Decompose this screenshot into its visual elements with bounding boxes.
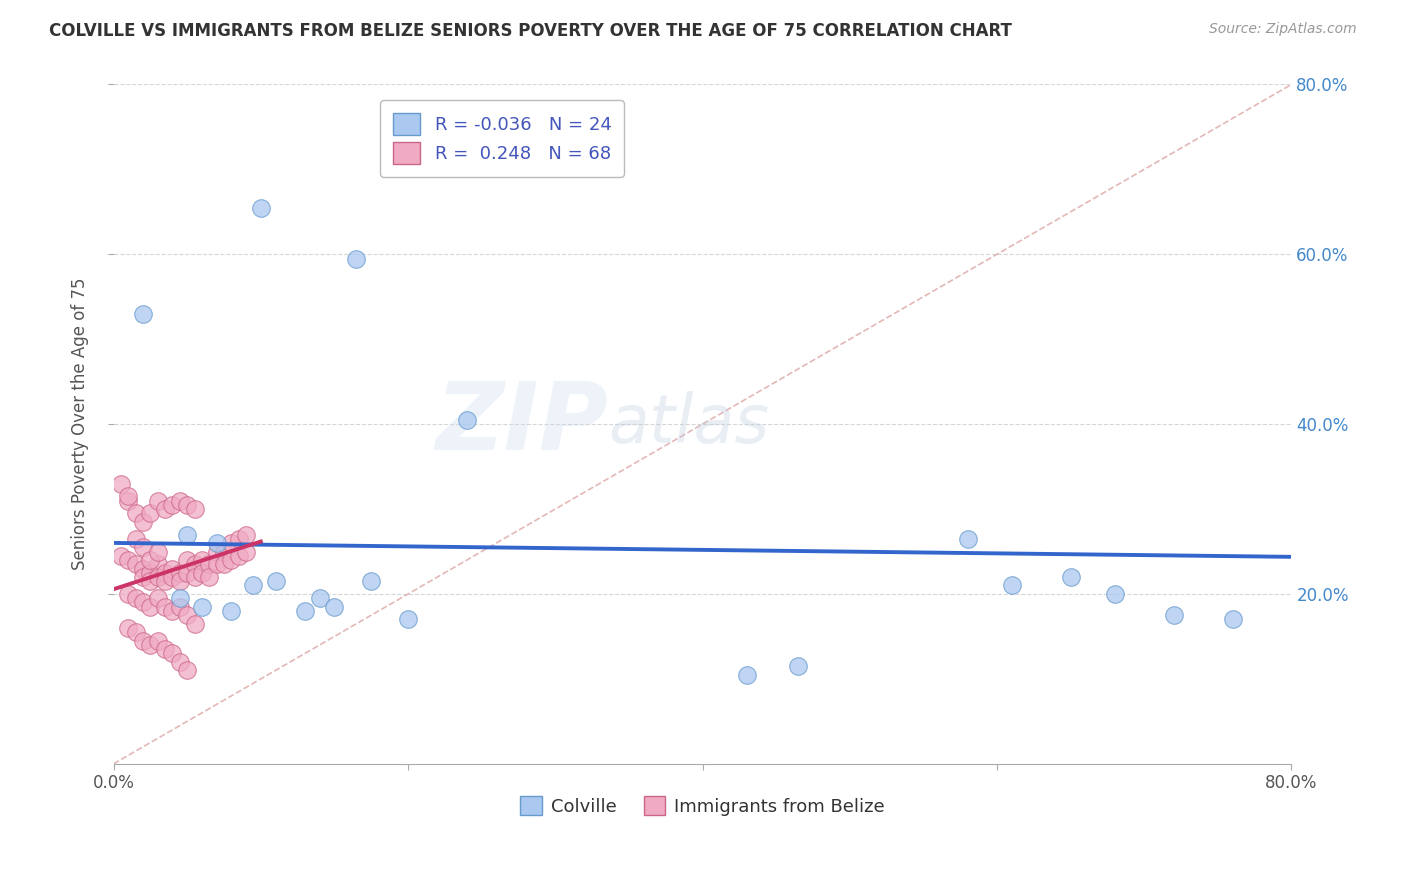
Point: [235, 544, 257, 558]
Point: [176, 608, 198, 623]
Point: [1104, 587, 1126, 601]
Point: [396, 612, 419, 626]
Point: [146, 493, 169, 508]
Point: [162, 570, 184, 584]
Point: [146, 558, 169, 572]
Point: [162, 498, 184, 512]
Point: [139, 506, 162, 520]
Point: [139, 599, 162, 614]
Point: [346, 252, 368, 266]
Point: [183, 616, 205, 631]
Point: [117, 621, 139, 635]
Y-axis label: Seniors Poverty Over the Age of 75: Seniors Poverty Over the Age of 75: [72, 278, 89, 570]
Point: [146, 570, 169, 584]
Point: [132, 307, 155, 321]
Point: [124, 558, 146, 572]
Point: [191, 566, 214, 580]
Point: [153, 574, 176, 589]
Point: [264, 574, 287, 589]
Text: atlas: atlas: [609, 391, 769, 457]
Point: [153, 502, 176, 516]
Point: [146, 633, 169, 648]
Legend: Colville, Immigrants from Belize: Colville, Immigrants from Belize: [513, 789, 893, 822]
Point: [132, 515, 155, 529]
Point: [146, 591, 169, 606]
Point: [198, 558, 221, 572]
Point: [139, 574, 162, 589]
Point: [323, 599, 346, 614]
Point: [1163, 608, 1185, 623]
Point: [176, 498, 198, 512]
Point: [198, 570, 221, 584]
Point: [212, 558, 235, 572]
Point: [308, 591, 330, 606]
Point: [221, 604, 243, 618]
Point: [176, 664, 198, 678]
Point: [169, 566, 191, 580]
Point: [169, 493, 191, 508]
Point: [360, 574, 382, 589]
Point: [169, 574, 191, 589]
Point: [139, 638, 162, 652]
Point: [183, 502, 205, 516]
Point: [176, 527, 198, 541]
Point: [1001, 578, 1024, 592]
Text: ZIP: ZIP: [436, 378, 609, 470]
Point: [183, 570, 205, 584]
Point: [956, 532, 979, 546]
Text: Source: ZipAtlas.com: Source: ZipAtlas.com: [1209, 22, 1357, 37]
Text: COLVILLE VS IMMIGRANTS FROM BELIZE SENIORS POVERTY OVER THE AGE OF 75 CORRELATIO: COLVILLE VS IMMIGRANTS FROM BELIZE SENIO…: [49, 22, 1012, 40]
Point: [235, 527, 257, 541]
Point: [117, 489, 139, 503]
Point: [169, 655, 191, 669]
Point: [110, 549, 132, 563]
Point: [205, 544, 228, 558]
Point: [139, 553, 162, 567]
Point: [456, 413, 478, 427]
Point: [139, 566, 162, 580]
Point: [162, 647, 184, 661]
Point: [132, 595, 155, 609]
Point: [294, 604, 316, 618]
Point: [132, 541, 155, 555]
Point: [228, 549, 250, 563]
Point: [176, 566, 198, 580]
Point: [205, 536, 228, 550]
Point: [176, 553, 198, 567]
Point: [221, 536, 243, 550]
Point: [1222, 612, 1244, 626]
Point: [153, 599, 176, 614]
Point: [146, 544, 169, 558]
Point: [132, 570, 155, 584]
Point: [124, 532, 146, 546]
Point: [249, 201, 271, 215]
Point: [153, 566, 176, 580]
Point: [205, 558, 228, 572]
Point: [242, 578, 264, 592]
Point: [228, 532, 250, 546]
Point: [132, 561, 155, 575]
Point: [153, 642, 176, 657]
Point: [212, 544, 235, 558]
Point: [787, 659, 810, 673]
Point: [110, 476, 132, 491]
Point: [162, 604, 184, 618]
Point: [169, 591, 191, 606]
Point: [735, 667, 758, 681]
Point: [169, 599, 191, 614]
Point: [191, 599, 214, 614]
Point: [183, 558, 205, 572]
Point: [132, 633, 155, 648]
Point: [162, 561, 184, 575]
Point: [124, 591, 146, 606]
Point: [117, 587, 139, 601]
Point: [117, 553, 139, 567]
Point: [117, 493, 139, 508]
Point: [1059, 570, 1081, 584]
Point: [221, 553, 243, 567]
Point: [124, 506, 146, 520]
Point: [124, 625, 146, 640]
Point: [191, 553, 214, 567]
